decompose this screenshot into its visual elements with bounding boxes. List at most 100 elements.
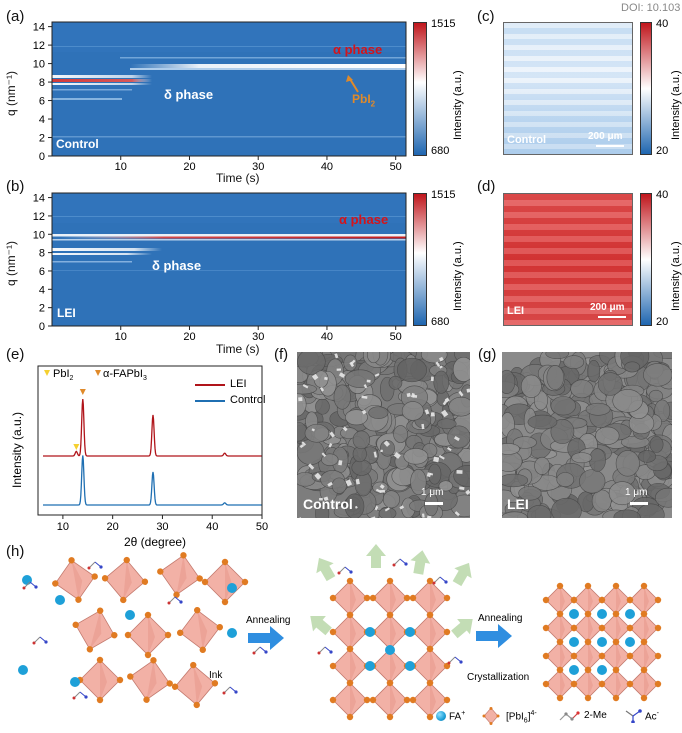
fa-cation xyxy=(625,637,635,647)
xtick-label: 20 xyxy=(183,331,195,343)
octahedron xyxy=(329,679,371,721)
ytick-label: 4 xyxy=(39,114,45,126)
panel-label-h: (h) xyxy=(6,543,25,560)
fa-cation xyxy=(405,661,415,671)
octahedron xyxy=(409,645,451,687)
ytick-label: 14 xyxy=(33,193,45,205)
fa-cation-icon xyxy=(436,711,446,721)
panel-d-cbar-min: 20 xyxy=(656,316,669,328)
panel-b-cbar-label: Intensity (a.u.) xyxy=(452,241,464,311)
panel-a-delta-label: δ phase xyxy=(164,87,214,102)
ytick-label: 10 xyxy=(33,229,45,241)
panel-e-xlabel: 2θ (degree) xyxy=(124,535,187,549)
solvent-molecule xyxy=(22,581,38,590)
octahedron xyxy=(369,577,411,619)
heatmap-a-delta-red-band xyxy=(52,79,152,82)
annealing-label-2: Annealing xyxy=(478,613,523,624)
legend-lei-label: LEI xyxy=(230,378,247,390)
acetate-icon xyxy=(625,709,642,723)
fa-cation xyxy=(569,637,579,647)
octahedron xyxy=(72,607,118,653)
fa-cation xyxy=(125,610,135,620)
panel-f-corner-label: Control xyxy=(303,496,353,512)
panel-g-scale-label: 1 μm xyxy=(625,487,648,498)
solvent-molecule xyxy=(87,561,103,570)
ytick-label: 4 xyxy=(39,284,45,296)
annealing-arrow-1 xyxy=(248,626,284,650)
octahedron-icon xyxy=(482,707,500,725)
ytick-label: 2 xyxy=(39,303,45,315)
release-arrow-icon xyxy=(366,544,386,568)
octahedron xyxy=(626,582,662,618)
xtick-label: 10 xyxy=(115,331,127,343)
legend-ac: Ac- xyxy=(645,710,660,723)
xtick-label: 10 xyxy=(115,161,127,173)
panel-f-scale-bar xyxy=(425,502,443,505)
fa-cation xyxy=(18,665,28,675)
ytick-label: 0 xyxy=(39,321,45,333)
xrd-series-lei xyxy=(43,398,262,457)
annealing-arrow-2 xyxy=(476,624,512,648)
panel-label-f: (f) xyxy=(274,346,289,363)
solvent-molecule xyxy=(167,596,183,605)
release-arrow-icon xyxy=(451,619,473,639)
release-arrow-icon xyxy=(316,557,336,582)
xrd-series-control xyxy=(43,455,262,506)
xrd-xtick-label: 30 xyxy=(156,521,168,530)
panel-c-map xyxy=(503,22,633,155)
fa-cation xyxy=(569,665,579,675)
octahedron xyxy=(409,679,451,721)
octahedron xyxy=(626,666,662,702)
octahedron xyxy=(570,666,606,702)
fapbi3-marker-icon xyxy=(95,370,101,376)
solvent-molecule xyxy=(72,691,88,700)
ytick-label: 2 xyxy=(39,133,45,145)
panel-b-cbar-max: 1515 xyxy=(431,189,456,201)
octahedron xyxy=(176,606,224,654)
ytick-label: 8 xyxy=(39,77,45,89)
panel-label-c: (c) xyxy=(477,8,495,25)
fa-cation xyxy=(625,609,635,619)
ytick-label: 12 xyxy=(33,40,45,52)
ink-label: Ink xyxy=(209,670,223,681)
panel-c-scale-label: 200 μm xyxy=(588,131,623,142)
solvent-molecule xyxy=(447,656,463,665)
panel-b-delta-label: δ phase xyxy=(152,258,202,273)
heatmap-b-delta-band xyxy=(52,248,162,251)
panel-label-g: (g) xyxy=(478,346,497,363)
panel-label-e: (e) xyxy=(6,346,25,363)
panel-b-colorbar xyxy=(413,193,427,326)
solvent-molecule xyxy=(392,558,408,567)
octahedron xyxy=(124,611,172,659)
solvent-molecule xyxy=(252,646,268,655)
octahedron xyxy=(76,656,124,704)
panel-e-frame xyxy=(37,365,263,516)
doi-text: DOI: 10.103 xyxy=(621,2,681,14)
panel-d-scale-label: 200 μm xyxy=(590,302,625,313)
octahedron xyxy=(127,657,173,703)
panel-d-corner-label: LEI xyxy=(507,305,525,317)
panel-c-corner-label: Control xyxy=(507,134,547,146)
xtick-label: 50 xyxy=(390,161,402,173)
panel-a-xlabel: Time (s) xyxy=(216,171,260,185)
legend-fapbi3: α-FAPbI3 xyxy=(103,368,147,383)
2me-molecule-icon xyxy=(559,711,580,721)
panel-a-heatmap: 10 20 30 40 50 0 2 4 6 8 10 12 14 xyxy=(33,21,407,173)
panel-c-cbar-label: Intensity (a.u.) xyxy=(670,70,682,140)
release-arrow-icon xyxy=(310,616,332,636)
fa-cation xyxy=(597,609,607,619)
octahedron xyxy=(369,679,411,721)
fa-cation xyxy=(569,609,579,619)
legend-fa: FA+ xyxy=(449,710,466,723)
panel-a-cbar-max: 1515 xyxy=(431,18,456,30)
panel-e-chart: 10 20 30 40 50 xyxy=(37,365,268,530)
panel-c-cbar-max: 40 xyxy=(656,18,669,30)
panel-label-d: (d) xyxy=(477,178,496,195)
legend-2me: 2-Me xyxy=(584,710,607,721)
xrd-peak-marker-pbi2 xyxy=(73,444,80,450)
fa-cation xyxy=(55,595,65,605)
panel-f-sem xyxy=(297,352,470,518)
panel-b-alpha-label: α phase xyxy=(339,212,389,227)
panel-b-corner-label: LEI xyxy=(57,306,76,320)
panel-g-sem xyxy=(502,352,672,518)
